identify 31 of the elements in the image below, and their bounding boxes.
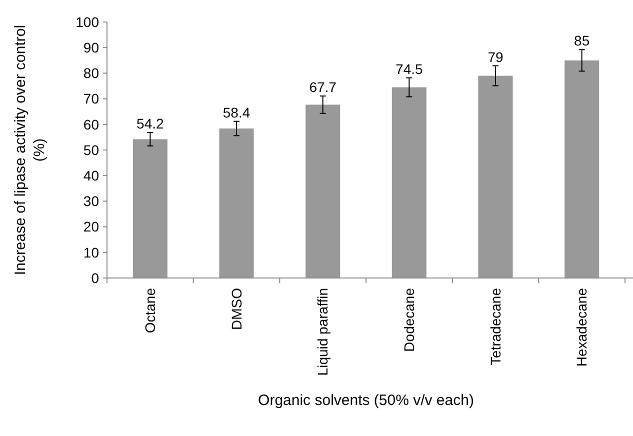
x-tick-label: Octane [142,288,158,334]
y-axis-title: Increase of lipase activity over control (%) [11,24,49,278]
y-tick-label: 80 [83,65,100,82]
data-label: 74.5 [396,60,424,77]
data-label: 67.7 [309,78,337,95]
y-tick-label: 0 [91,270,100,286]
x-tick-label: Hexadecane [574,288,590,367]
y-tick-label: 90 [83,40,100,56]
y-tick-label: 60 [83,116,100,132]
data-label: 85 [574,32,590,49]
bar [132,139,168,278]
bar [306,104,340,278]
bar [564,60,600,278]
y-tick-label: 10 [83,244,100,260]
data-label: 79 [488,48,504,65]
x-tick-label: Dodecane [401,288,418,352]
y-tick-label: 50 [83,142,100,158]
x-axis-title: Organic solvents (50% v/v each) [258,392,474,409]
y-tick-label: 70 [83,90,100,107]
y-tick-label: 40 [83,168,100,184]
data-label: 58.4 [222,104,250,120]
y-tick-label: 20 [83,218,100,235]
x-tick-label: DMSO [228,288,244,330]
x-tick-label: Liquid paraffin [314,288,331,376]
bar [219,128,254,278]
y-tick-label: 30 [83,193,100,210]
bar [478,76,513,278]
y-tick-label: 100 [76,14,100,30]
x-tick-label: Tetradecane [487,288,504,366]
bar [392,87,426,278]
data-label: 54.2 [136,116,164,132]
